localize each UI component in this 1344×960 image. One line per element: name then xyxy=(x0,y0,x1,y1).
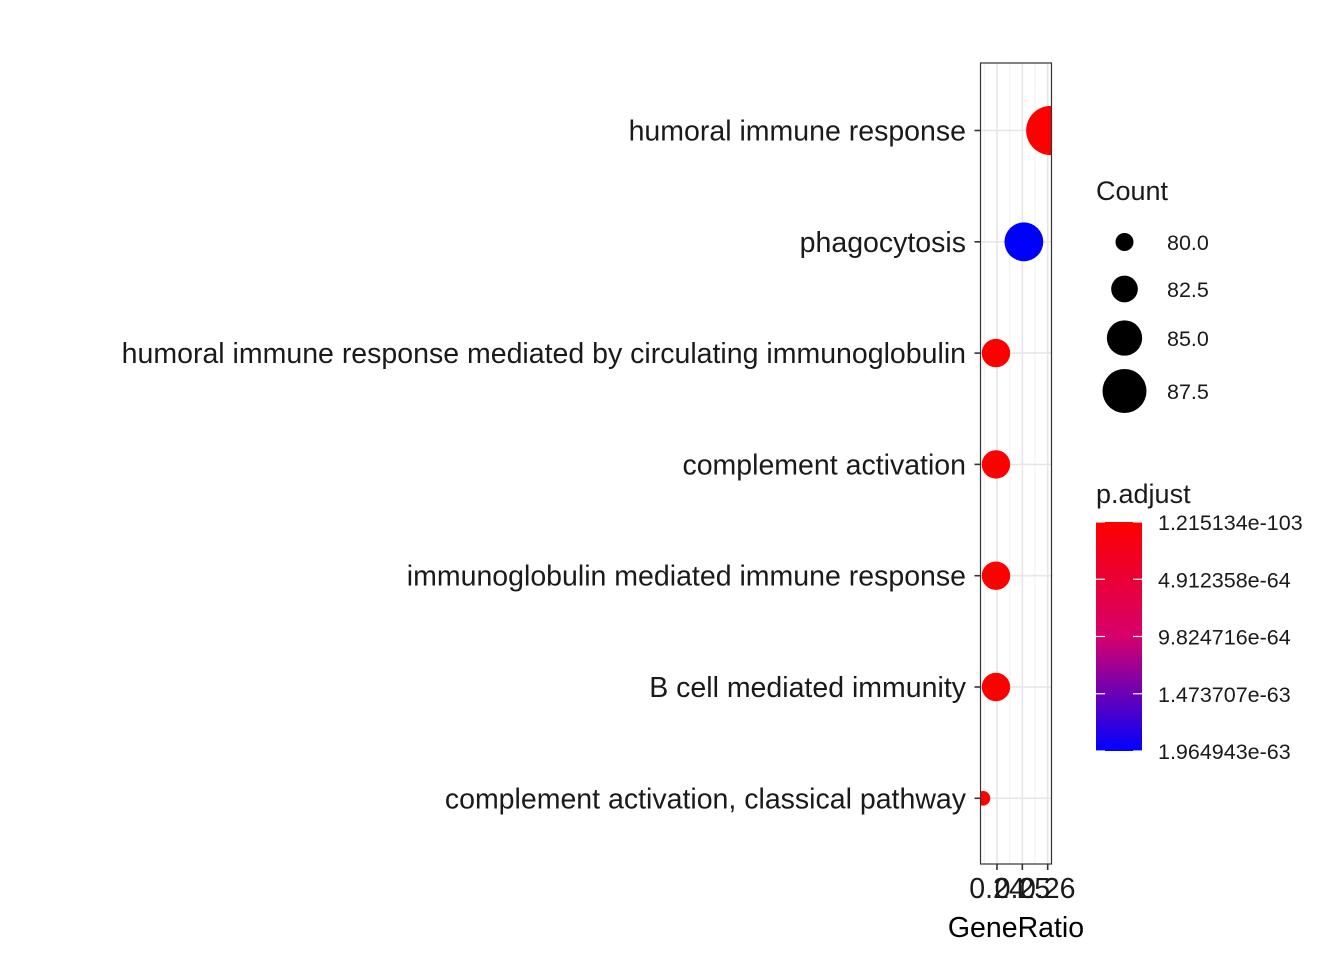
y-tick-label: complement activation, classical pathway xyxy=(445,783,967,815)
legend-padjust-label: 9.824716e-64 xyxy=(1158,626,1291,650)
legend-count: Count 80.0 82.5 85.0 87.5 xyxy=(1096,176,1209,413)
y-tick-label: phagocytosis xyxy=(800,227,966,259)
y-tick-label: humoral immune response mediated by circ… xyxy=(122,338,966,370)
x-axis: 0.240.250.26 GeneRatio xyxy=(948,864,1084,944)
y-tick-label: humoral immune response xyxy=(629,116,966,148)
legend-padjust-label: 1.473707e-63 xyxy=(1158,683,1291,707)
legend-count-symbol xyxy=(1115,233,1134,251)
legend-padjust-label: 4.912358e-64 xyxy=(1158,568,1291,592)
legend-count-symbol xyxy=(1111,275,1138,303)
panel-border xyxy=(979,62,1053,865)
y-tick-label: complement activation xyxy=(682,449,966,481)
x-axis-title: GeneRatio xyxy=(948,912,1084,944)
data-point xyxy=(981,450,1011,479)
y-tick-label: immunoglobulin mediated immune response xyxy=(407,561,966,593)
data-point xyxy=(1004,222,1044,262)
legend-count-label: 87.5 xyxy=(1167,380,1209,404)
x-tick-label: 0.25 xyxy=(995,873,1050,905)
x-tick-label: 0.24 xyxy=(969,873,1025,905)
data-point xyxy=(981,561,1011,590)
legend-padjust-label: 1.215134e-103 xyxy=(1158,511,1303,535)
data-point xyxy=(981,672,1011,702)
legend-count-symbol xyxy=(1106,320,1143,356)
data-points xyxy=(980,105,1052,806)
legend-count-label: 80.0 xyxy=(1167,231,1209,255)
legend-count-symbol xyxy=(1102,369,1147,413)
data-point xyxy=(1026,105,1052,156)
legend-padjust-label: 1.964943e-63 xyxy=(1158,740,1291,764)
legend-count-label: 85.0 xyxy=(1167,327,1209,351)
y-tick-label: B cell mediated immunity xyxy=(649,672,967,704)
legend-padjust-title: p.adjust xyxy=(1096,479,1191,509)
legend-count-label: 82.5 xyxy=(1167,278,1209,302)
legend-count-title: Count xyxy=(1096,176,1169,206)
data-point xyxy=(980,791,991,806)
x-tick-label: 0.26 xyxy=(1020,873,1075,905)
y-axis: humoral immune response phagocytosis humor… xyxy=(122,116,981,815)
data-point xyxy=(981,338,1011,368)
